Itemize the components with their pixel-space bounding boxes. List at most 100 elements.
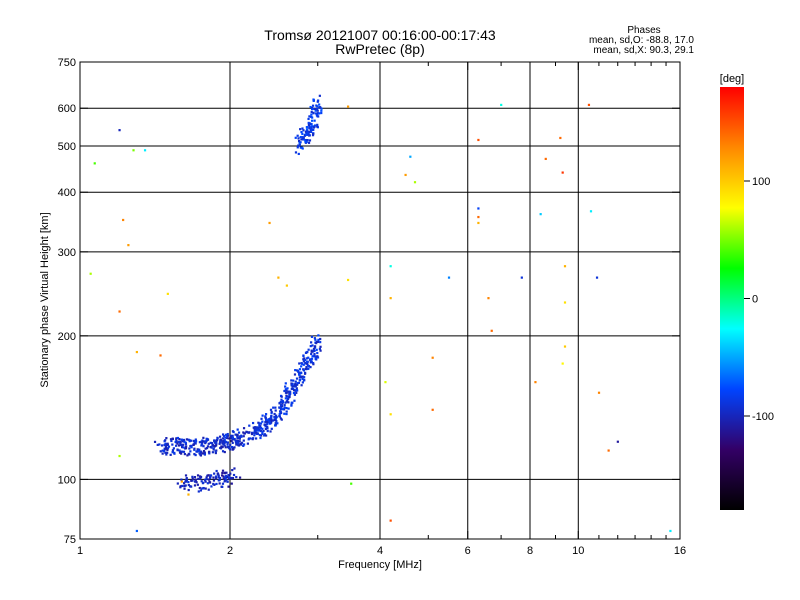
scatter-point: [539, 213, 542, 216]
trace-point: [227, 473, 230, 477]
trace-point: [221, 442, 224, 445]
trace-point: [298, 376, 301, 379]
trace-point: [295, 387, 298, 390]
trace-point: [206, 474, 209, 477]
trace-point: [158, 443, 161, 446]
trace-point: [274, 409, 277, 412]
trace-point: [310, 128, 313, 131]
trace-point: [302, 354, 305, 357]
trace-point: [189, 450, 192, 453]
scatter-point: [389, 413, 392, 416]
trace-point: [224, 476, 228, 479]
trace-point: [309, 361, 312, 364]
trace-point: [278, 413, 281, 416]
trace-point: [266, 421, 269, 424]
x-tick-label: 1: [77, 545, 83, 557]
trace-point: [199, 453, 202, 456]
scatter-point: [346, 105, 350, 108]
trace-point: [249, 437, 252, 440]
trace-point: [253, 434, 256, 437]
scatter-point: [595, 276, 599, 279]
trace-point: [270, 412, 273, 415]
trace-point: [226, 443, 229, 446]
trace-point: [240, 441, 244, 444]
trace-point: [304, 359, 307, 362]
trace-point: [316, 123, 319, 126]
trace-point: [319, 341, 322, 344]
trace-point: [222, 441, 225, 444]
trace-point: [284, 397, 287, 400]
trace-point: [313, 352, 316, 356]
trace-point: [306, 362, 309, 365]
trace-point: [204, 442, 207, 445]
trace-point: [310, 127, 313, 130]
trace-point: [164, 451, 167, 454]
trace-point: [181, 440, 184, 443]
trace-point: [318, 94, 321, 97]
trace-point: [288, 395, 291, 399]
scatter-point: [166, 292, 169, 295]
trace-point: [308, 115, 311, 118]
trace-point: [307, 132, 310, 136]
trace-point: [184, 474, 188, 477]
trace-point: [264, 416, 267, 420]
scatter-point: [563, 301, 567, 304]
trace-point: [221, 469, 225, 472]
trace-point: [305, 128, 309, 131]
trace-point: [268, 422, 271, 425]
trace-point: [173, 452, 176, 455]
trace-point: [310, 119, 314, 122]
trace-point: [193, 448, 196, 451]
trace-point: [274, 422, 277, 425]
trace-point: [226, 480, 229, 483]
trace-point: [282, 408, 286, 411]
scatter-point: [477, 215, 480, 219]
trace-point: [191, 479, 194, 482]
trace-point: [317, 115, 320, 118]
trace-point: [196, 448, 199, 451]
trace-point: [210, 485, 213, 488]
trace-point: [171, 437, 174, 440]
trace-point: [183, 484, 186, 488]
grid-lines: [80, 62, 680, 539]
trace-point: [197, 477, 200, 480]
trace-point: [315, 342, 318, 345]
trace-point: [198, 452, 201, 455]
trace-point: [284, 385, 287, 388]
data-points: [89, 94, 672, 533]
trace-point: [182, 446, 185, 449]
scatter-point: [187, 493, 190, 496]
trace-point: [312, 99, 316, 102]
trace-point: [208, 452, 211, 455]
trace-point: [217, 474, 220, 477]
trace-point: [231, 434, 234, 437]
trace-point: [199, 489, 203, 492]
trace-point: [236, 428, 239, 431]
trace-point: [317, 338, 320, 341]
trace-point: [307, 348, 310, 351]
scatter-point: [118, 454, 121, 458]
trace-point: [316, 340, 319, 343]
trace-point: [166, 448, 169, 452]
trace-point: [264, 434, 268, 437]
trace-point: [258, 434, 261, 437]
trace-point: [312, 349, 315, 352]
trace-point: [202, 487, 205, 490]
trace-point: [184, 484, 187, 487]
trace-point: [183, 440, 186, 443]
trace-point: [311, 344, 314, 347]
trace-point: [191, 477, 194, 480]
trace-point: [252, 426, 256, 429]
trace-point: [311, 125, 314, 128]
trace-point: [203, 451, 206, 454]
trace-point: [172, 447, 175, 450]
trace-point: [307, 123, 310, 127]
trace-point: [255, 427, 258, 430]
trace-point: [272, 406, 275, 409]
trace-point: [235, 475, 238, 479]
trace-point: [298, 143, 301, 146]
trace-point: [318, 347, 321, 350]
trace-point: [199, 475, 203, 479]
y-tick-label: 300: [58, 247, 76, 259]
phases-x-stats: mean, sd,X: 90.3, 29.1: [593, 45, 694, 56]
